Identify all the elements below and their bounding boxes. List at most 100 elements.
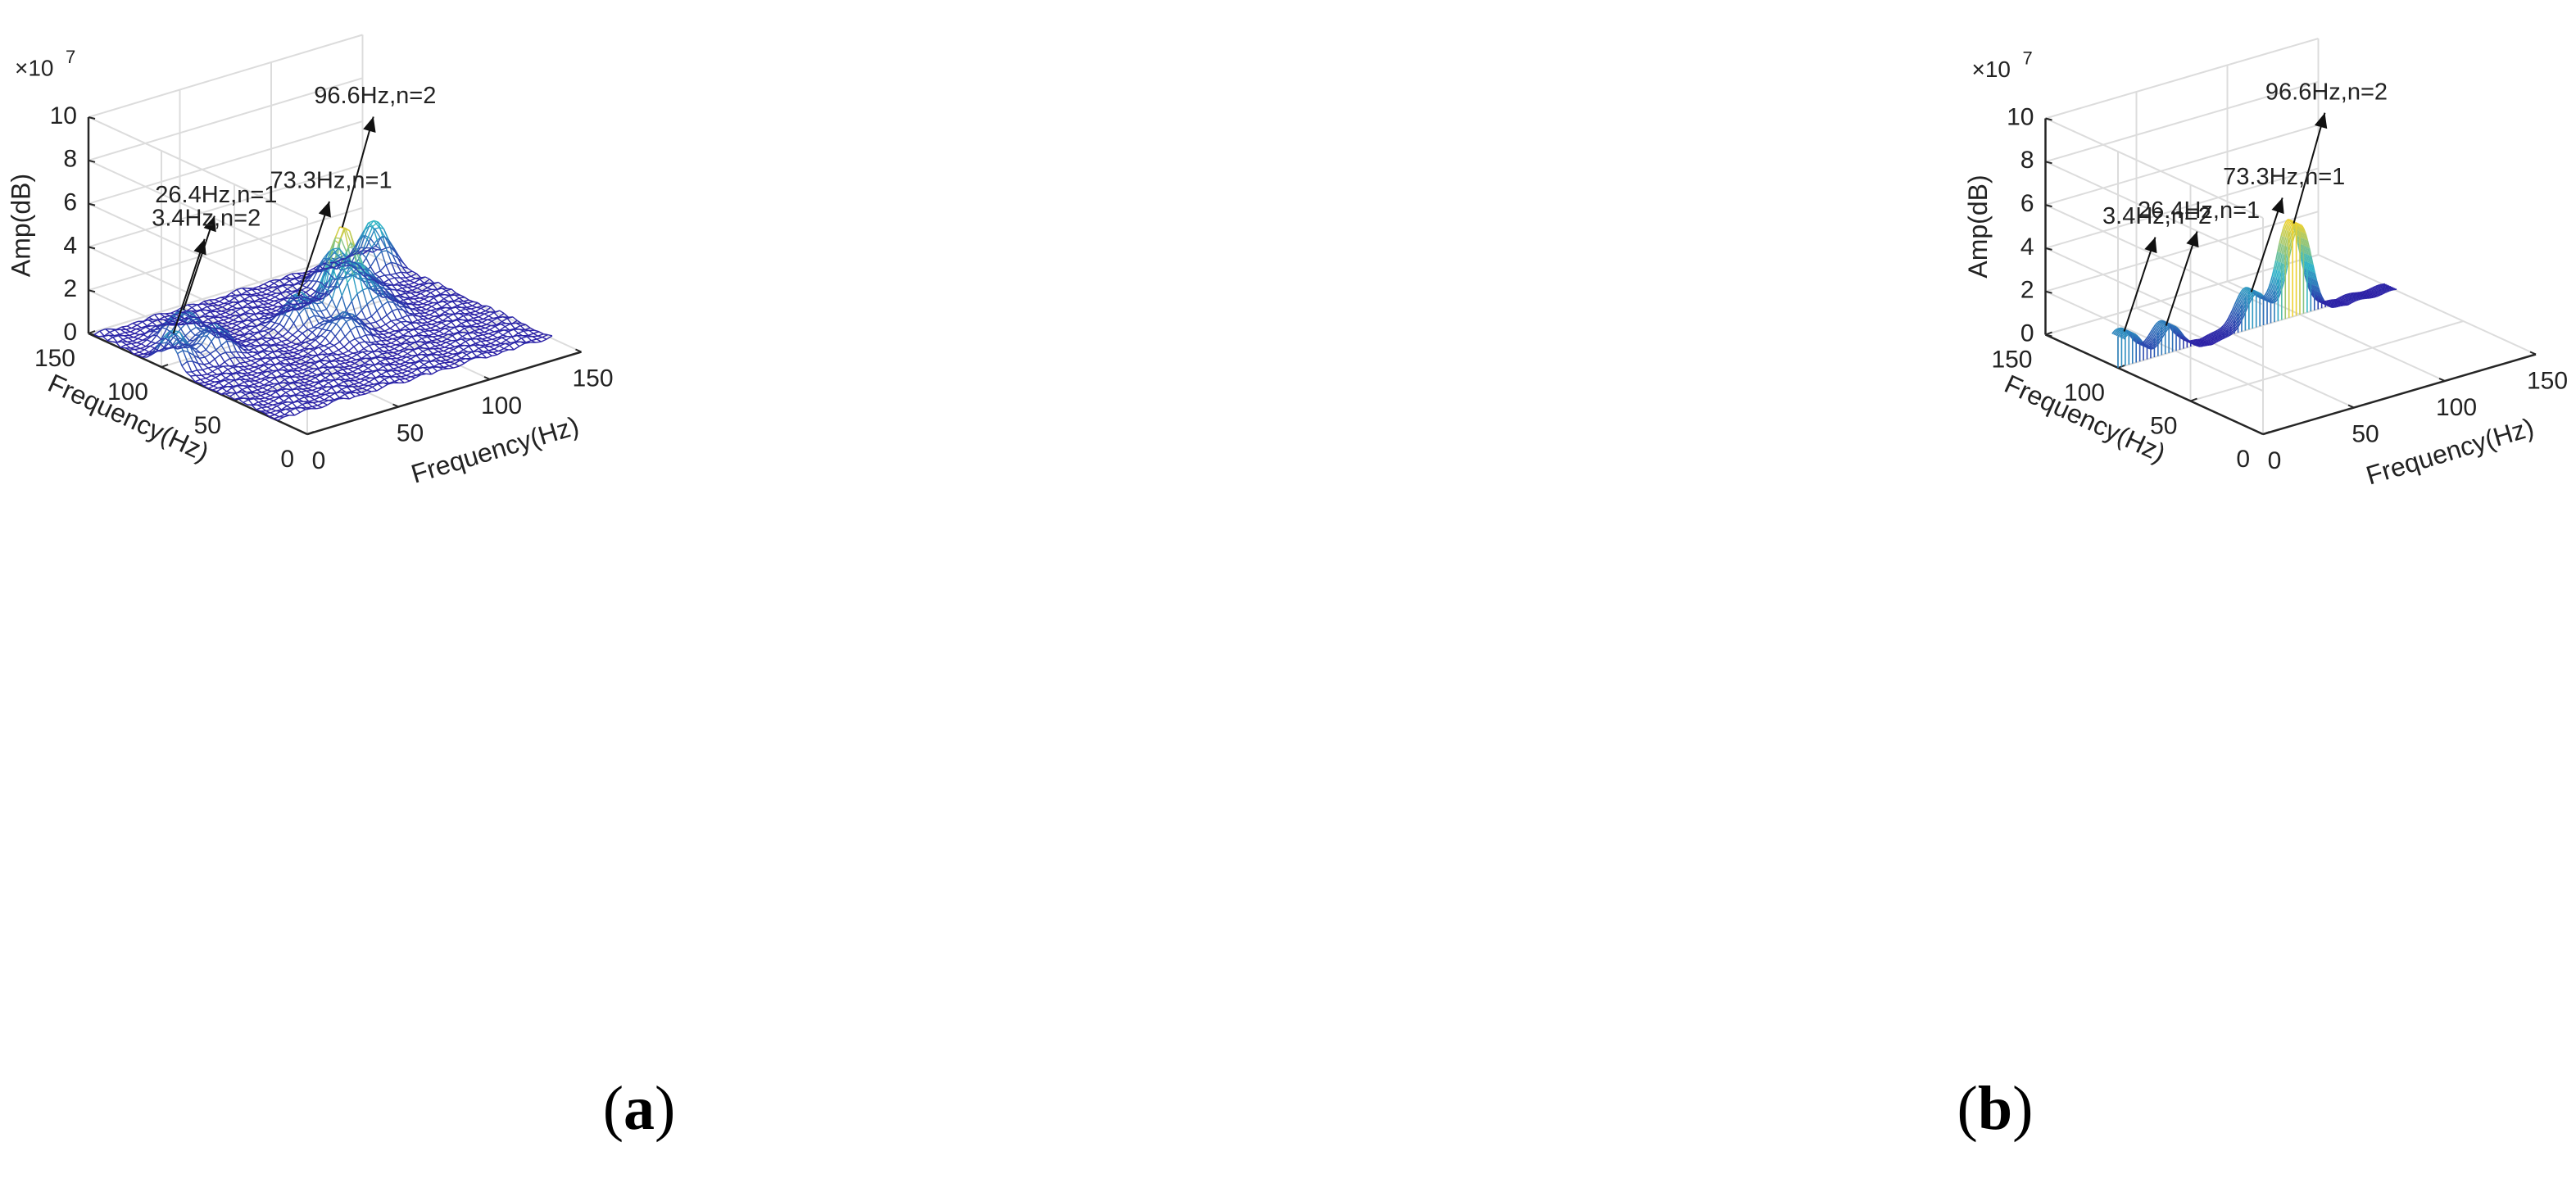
- mesh-segment: [257, 338, 262, 341]
- mesh-segment: [432, 283, 438, 290]
- mesh-segment: [247, 352, 252, 357]
- mesh-segment: [158, 348, 164, 352]
- mesh-segment: [340, 310, 347, 318]
- mesh-segment: [324, 396, 330, 401]
- slice-segment: [2274, 297, 2278, 301]
- mesh-segment: [220, 351, 226, 356]
- mesh-segment: [314, 297, 320, 300]
- mesh-segment: [360, 334, 366, 338]
- mesh-segment: [252, 288, 258, 291]
- mesh-segment: [485, 324, 492, 329]
- slice-segment: [2320, 296, 2324, 301]
- mesh-segment: [335, 308, 342, 318]
- mesh-segment: [276, 292, 281, 295]
- mesh-segment: [208, 362, 215, 367]
- mesh-segment: [311, 393, 316, 397]
- mesh-segment: [380, 370, 388, 375]
- mesh-segment: [401, 374, 407, 378]
- mesh-segment: [384, 274, 390, 280]
- mesh-segment: [169, 334, 176, 342]
- mesh-segment: [266, 293, 271, 296]
- mesh-segment: [362, 367, 369, 373]
- slice-segment: [2306, 240, 2311, 249]
- mesh-segment: [299, 378, 306, 383]
- mesh-segment: [510, 342, 515, 344]
- mesh-segment: [311, 358, 316, 363]
- mesh-segment: [512, 334, 518, 338]
- mesh-segment: [453, 314, 459, 320]
- mesh-segment: [279, 360, 285, 365]
- mesh-segment: [116, 342, 121, 348]
- mesh-segment: [427, 336, 433, 342]
- mesh-segment: [458, 346, 464, 351]
- mesh-segment: [250, 342, 256, 347]
- mesh-segment: [228, 382, 234, 388]
- mesh-segment: [202, 303, 208, 307]
- mesh-segment: [389, 289, 396, 297]
- slice-segment: [2228, 331, 2231, 334]
- mesh-segment: [469, 326, 475, 332]
- mesh-segment: [349, 365, 355, 369]
- mesh-segment: [467, 320, 473, 322]
- mesh-segment: [370, 270, 376, 278]
- mesh-segment: [413, 363, 420, 369]
- mesh-segment: [211, 374, 216, 378]
- mesh-segment: [126, 322, 134, 327]
- mesh-segment: [274, 296, 280, 301]
- mesh-segment: [347, 282, 352, 301]
- z-scale-label: ×10: [15, 55, 54, 80]
- mesh-segment: [342, 260, 348, 264]
- grid-line: [2045, 204, 2264, 306]
- mesh-segment: [198, 303, 203, 306]
- mesh-segment: [337, 354, 342, 358]
- mesh-segment: [428, 282, 433, 285]
- mesh-segment: [407, 267, 413, 272]
- mesh-segment: [265, 376, 271, 378]
- mesh-segment: [324, 393, 330, 397]
- mesh-segment: [345, 317, 350, 320]
- mesh-segment: [129, 349, 134, 355]
- mesh-segment: [234, 297, 240, 303]
- mesh-segment: [281, 374, 287, 378]
- mesh-segment: [469, 310, 476, 314]
- mesh-segment: [320, 379, 324, 383]
- mesh-segment: [292, 285, 298, 291]
- slice-segment: [2387, 290, 2390, 292]
- mesh-segment: [395, 324, 401, 331]
- mesh-segment: [236, 391, 242, 394]
- mesh-segment: [216, 308, 222, 312]
- slice-segment: [2304, 246, 2308, 255]
- mesh-segment: [235, 378, 240, 381]
- mesh-segment: [427, 283, 433, 288]
- mesh-segment: [129, 333, 135, 337]
- mesh-segment: [148, 314, 156, 319]
- mesh-segment: [201, 343, 206, 351]
- mesh-segment: [193, 355, 199, 365]
- mesh-segment: [338, 381, 345, 385]
- mesh-segment: [340, 268, 346, 272]
- slice-segment: [2234, 325, 2238, 329]
- mesh-segment: [491, 320, 497, 326]
- mesh-segment: [218, 305, 223, 308]
- mesh-segment: [377, 333, 383, 339]
- slice-segment: [2391, 288, 2393, 292]
- mesh-segment: [415, 309, 420, 314]
- mesh-segment: [439, 347, 446, 350]
- mesh-segment: [266, 406, 272, 410]
- mesh-segment: [204, 311, 211, 315]
- mesh-segment: [337, 252, 344, 256]
- mesh-segment: [306, 390, 312, 395]
- mesh-segment: [379, 274, 385, 278]
- mesh-segment: [161, 329, 167, 340]
- mesh-segment: [256, 389, 262, 393]
- mesh-segment: [421, 353, 427, 357]
- mesh-segment: [232, 306, 238, 310]
- mesh-segment: [134, 337, 138, 340]
- slice-segment: [2211, 343, 2214, 346]
- mesh-segment: [305, 358, 312, 363]
- mesh-segment: [344, 329, 351, 338]
- mesh-segment: [190, 330, 196, 336]
- mesh-segment: [374, 343, 380, 349]
- mesh-segment: [269, 346, 274, 352]
- mesh-segment: [220, 345, 227, 353]
